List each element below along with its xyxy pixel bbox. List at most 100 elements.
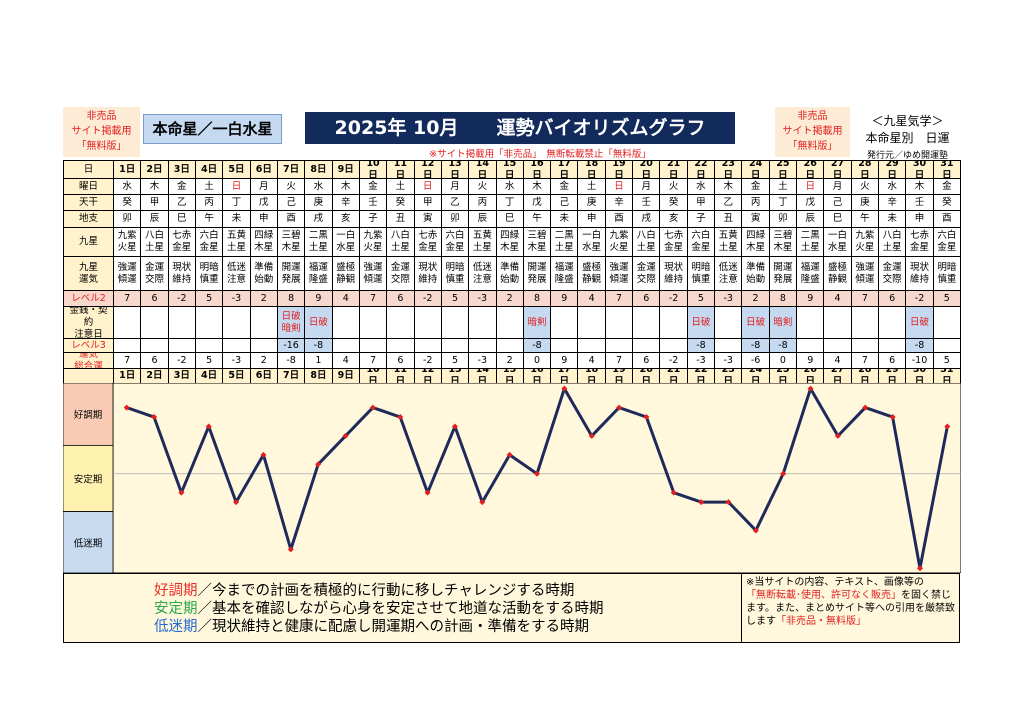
cell: 30日 (906, 161, 934, 179)
cell: 16日 (523, 369, 552, 384)
cell: 水 (687, 179, 716, 195)
cell: 2 (496, 291, 524, 307)
row-label: 天干 (64, 195, 114, 211)
cell: 現状維持 (906, 257, 934, 291)
cell: 酉 (605, 211, 634, 228)
cell: 1日 (114, 161, 142, 179)
cell: 己 (277, 195, 306, 211)
cell: 四緑木星 (742, 228, 770, 257)
cell: 12日 (414, 161, 442, 179)
band (63, 511, 114, 573)
cell: 4日 (195, 369, 224, 384)
cell: 21日 (660, 161, 688, 179)
cell: 6 (141, 353, 169, 369)
cell: 丙 (742, 195, 770, 211)
cell (578, 339, 606, 353)
cell (715, 339, 743, 353)
cell: 3日 (168, 161, 196, 179)
cell: 水 (305, 179, 333, 195)
cell: 9 (305, 291, 333, 307)
marker (451, 423, 458, 430)
cell: 6 (879, 353, 907, 369)
cell: -2 (906, 291, 934, 307)
cell: 18日 (578, 161, 606, 179)
cell: 九紫火星 (114, 228, 142, 257)
cell: 土 (195, 179, 224, 195)
cell (114, 307, 142, 339)
cell: 卯 (114, 211, 142, 228)
cell: 子 (687, 211, 716, 228)
right-info: ＜九星気学＞ 本命星別 日運 発行元／ゆめ開運塾 (855, 112, 960, 161)
cell: 強運傾運 (359, 257, 388, 291)
cell: 6 (633, 291, 661, 307)
cell: 11日 (387, 161, 415, 179)
row-label: 金銭・契約 注意日 (64, 307, 114, 339)
marker (479, 499, 486, 506)
cell: 二黒土星 (305, 228, 333, 257)
cell: 低迷注意 (715, 257, 743, 291)
cell: 8 (769, 291, 798, 307)
cell (359, 339, 388, 353)
band (63, 383, 114, 446)
cell: 癸 (660, 195, 688, 211)
cell: 9日 (332, 161, 360, 179)
cell: 火 (851, 179, 880, 195)
cell: 5 (933, 291, 961, 307)
cell (496, 339, 524, 353)
cell: 土 (387, 179, 415, 195)
legend-row: 好調期／今までの計画を積極的に行動に移しチャレンジする時期 (154, 582, 604, 600)
info-line: ＜九星気学＞ (871, 114, 944, 128)
left-badge: 非売品 サイト掲載用 「無料版」 (63, 107, 140, 157)
cell: -16 (277, 339, 306, 353)
cell: 午 (851, 211, 880, 228)
cell: 日破 暗剣 (277, 307, 306, 339)
cell: 甲 (414, 195, 442, 211)
cell: 9 (551, 353, 579, 369)
cell: -2 (414, 291, 442, 307)
cell: 12日 (414, 369, 442, 384)
band-label: 安定期 (74, 473, 103, 485)
row-label: 日 (64, 161, 114, 179)
cell: 丙 (469, 195, 497, 211)
cell: 低迷注意 (223, 257, 251, 291)
cell: 暗剣 (769, 307, 798, 339)
cell: 六白金星 (441, 228, 470, 257)
marker (233, 499, 240, 506)
cell: 24日 (742, 161, 770, 179)
cell: -2 (660, 291, 688, 307)
cell (851, 339, 880, 353)
cell: 金 (933, 179, 961, 195)
cell (551, 307, 579, 339)
cell: 月 (250, 179, 278, 195)
cell: 戌 (305, 211, 333, 228)
cell: 子 (359, 211, 388, 228)
cell (195, 307, 224, 339)
cell: 8日 (305, 369, 333, 384)
cell: 現状維持 (414, 257, 442, 291)
cell: 戊 (797, 195, 825, 211)
cell: 二黒土星 (551, 228, 579, 257)
cell: 低迷注意 (469, 257, 497, 291)
marker (260, 451, 267, 458)
cell: 27日 (824, 369, 852, 384)
cell: 火 (469, 179, 497, 195)
cell: 15日 (496, 161, 524, 179)
cell: 25日 (769, 369, 798, 384)
cell (332, 307, 360, 339)
cell: 酉 (277, 211, 306, 228)
cell (496, 307, 524, 339)
cell (141, 307, 169, 339)
cell: 10日 (359, 369, 388, 384)
cell: 7 (114, 353, 142, 369)
legend-row: 低迷期／現状維持と健康に配慮し開運期への計画・準備をする時期 (154, 618, 604, 636)
cell: 明暗慎重 (441, 257, 470, 291)
cell: 6日 (250, 161, 278, 179)
cell: 2 (250, 291, 278, 307)
cell: 木 (141, 179, 169, 195)
cell: 壬 (359, 195, 388, 211)
cell: -6 (742, 353, 770, 369)
cell: 準備始動 (742, 257, 770, 291)
cell: -3 (469, 291, 497, 307)
cell: 26日 (797, 161, 825, 179)
cell: 六白金星 (195, 228, 224, 257)
